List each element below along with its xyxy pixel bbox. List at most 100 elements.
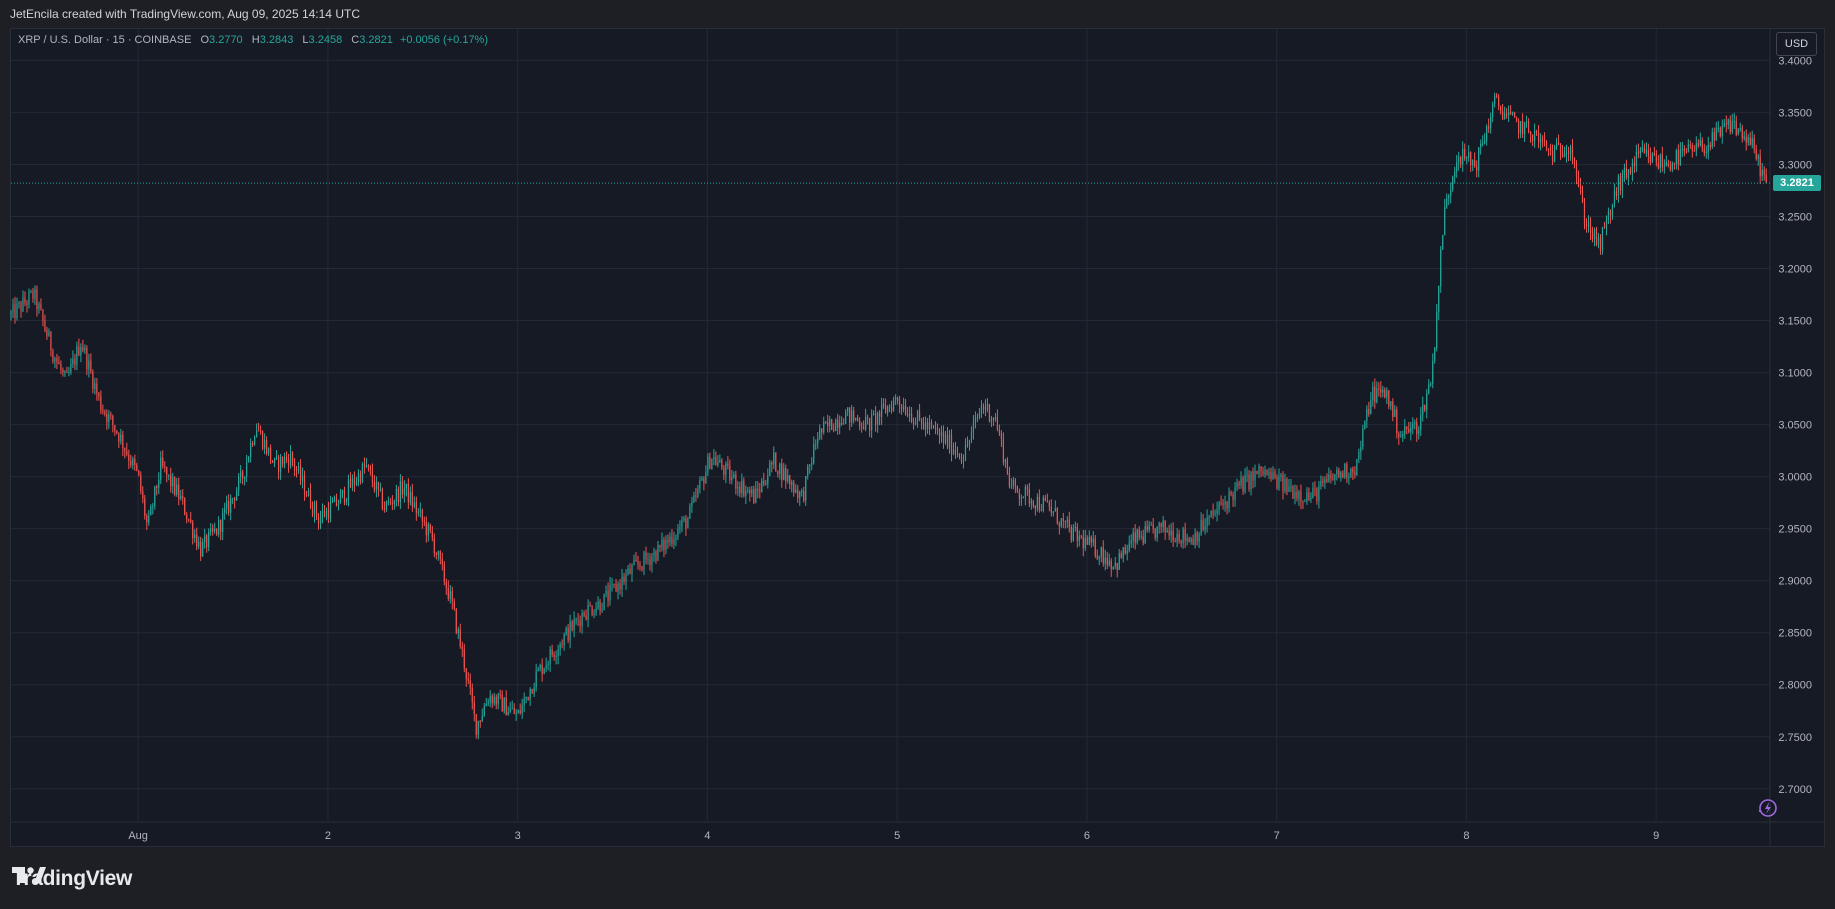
candle-body bbox=[1290, 486, 1292, 488]
candle-body bbox=[90, 360, 92, 372]
candle-body bbox=[952, 449, 955, 455]
candle-body bbox=[1394, 409, 1396, 417]
candle-body bbox=[1653, 153, 1655, 156]
candle-body bbox=[1633, 162, 1636, 167]
candle-body bbox=[383, 508, 386, 510]
candle-body bbox=[1414, 422, 1416, 424]
candle-body bbox=[210, 528, 212, 532]
candle-body bbox=[932, 425, 935, 428]
candle-body bbox=[317, 516, 320, 524]
candle-body bbox=[337, 503, 340, 506]
candle-body bbox=[507, 711, 509, 716]
candle-body bbox=[1655, 155, 1657, 163]
candle-body bbox=[887, 406, 889, 413]
candle-body bbox=[892, 400, 895, 411]
symbol-label[interactable]: XRP / U.S. Dollar · 15 · COINBASE bbox=[18, 34, 192, 46]
candle-body bbox=[114, 425, 116, 431]
candle-body bbox=[755, 488, 757, 503]
candle-body bbox=[1222, 503, 1224, 505]
candle-body bbox=[70, 363, 72, 373]
candle-body bbox=[439, 551, 441, 560]
candle-body bbox=[1482, 143, 1484, 145]
candle-body bbox=[1583, 202, 1586, 226]
candle-body bbox=[1663, 165, 1665, 168]
tradingview-brand[interactable]: TradingView bbox=[12, 866, 132, 892]
candle-body bbox=[783, 468, 785, 481]
candle-body bbox=[333, 496, 336, 503]
candle-body bbox=[565, 627, 567, 635]
candle-body bbox=[475, 713, 477, 735]
candle-body bbox=[1456, 162, 1458, 172]
candle-body bbox=[409, 491, 411, 503]
candle-body bbox=[1004, 459, 1007, 463]
candle-body bbox=[793, 482, 795, 493]
candle-body bbox=[122, 434, 124, 449]
candle-body bbox=[1470, 152, 1472, 165]
candle-body bbox=[1641, 147, 1644, 150]
candle-body bbox=[1673, 163, 1675, 165]
candle-body bbox=[655, 551, 657, 561]
candle-body bbox=[543, 668, 545, 675]
candle-body bbox=[92, 371, 94, 389]
currency-button[interactable]: USD bbox=[1776, 32, 1817, 56]
candle-body bbox=[749, 490, 751, 494]
attribution-text: JetEncila created with TradingView.com, … bbox=[10, 7, 360, 21]
lightning-alert-icon[interactable] bbox=[1756, 797, 1778, 819]
candle-body bbox=[455, 608, 457, 634]
candle-body bbox=[1316, 488, 1318, 502]
candle-body bbox=[681, 519, 683, 528]
candle-body bbox=[711, 458, 713, 469]
candle-body bbox=[335, 496, 338, 506]
candle-body bbox=[341, 489, 344, 494]
candle-body bbox=[1372, 386, 1374, 401]
candle-body bbox=[385, 502, 388, 510]
candle-body bbox=[1052, 511, 1054, 513]
candle-body bbox=[1168, 530, 1170, 536]
candle-body bbox=[48, 331, 50, 337]
candle-body bbox=[331, 502, 334, 504]
candle-body bbox=[1070, 527, 1072, 541]
candle-body bbox=[1438, 286, 1440, 312]
candle-body bbox=[505, 697, 507, 716]
candle-body bbox=[1016, 486, 1018, 492]
candle-body bbox=[1741, 128, 1743, 139]
candle-body bbox=[1320, 480, 1322, 487]
tradingview-logo-icon bbox=[12, 867, 46, 883]
candle-body bbox=[1597, 237, 1600, 245]
candle-body bbox=[1755, 149, 1757, 159]
candle-body bbox=[132, 458, 134, 466]
candle-body bbox=[972, 422, 975, 432]
candle-body bbox=[295, 469, 298, 471]
candle-body bbox=[345, 499, 348, 503]
candle-body bbox=[1086, 537, 1088, 545]
candle-body bbox=[1076, 526, 1078, 541]
candle-body bbox=[1176, 534, 1178, 543]
candle-body bbox=[172, 477, 174, 487]
candle-body bbox=[283, 456, 286, 465]
candle-body bbox=[675, 537, 677, 540]
candle-body bbox=[373, 482, 376, 491]
candle-body bbox=[912, 422, 915, 424]
candle-body bbox=[12, 304, 14, 313]
candle-body bbox=[773, 452, 775, 465]
candle-body bbox=[745, 490, 747, 496]
candle-body bbox=[725, 463, 727, 475]
candle-body bbox=[669, 536, 671, 543]
candle-body bbox=[1517, 120, 1520, 134]
high-label: H bbox=[251, 34, 260, 46]
candle-body bbox=[437, 551, 439, 555]
candle-body bbox=[1765, 174, 1767, 184]
candle-body bbox=[1442, 234, 1444, 250]
candle-body bbox=[1278, 476, 1280, 489]
candle-body bbox=[823, 422, 825, 433]
candle-body bbox=[885, 406, 887, 413]
candle-body bbox=[1112, 566, 1114, 569]
candle-body bbox=[1541, 138, 1544, 140]
candle-body bbox=[809, 464, 811, 467]
candle-body bbox=[363, 464, 366, 467]
y-tick-label: 2.7000 bbox=[1778, 784, 1812, 796]
candle-body bbox=[1358, 451, 1360, 460]
candle-body bbox=[976, 417, 979, 419]
candle-body bbox=[647, 558, 649, 560]
